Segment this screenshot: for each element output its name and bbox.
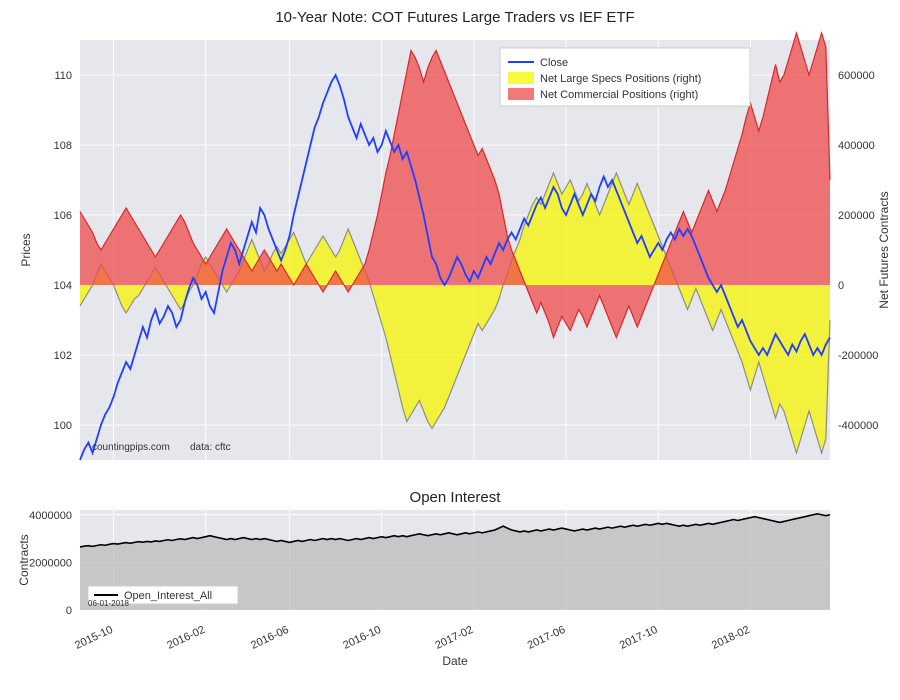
left-tick: 108 xyxy=(54,140,72,152)
right-tick: 600000 xyxy=(838,70,875,82)
legend-swatch xyxy=(508,88,534,100)
oi-tick: 0 xyxy=(66,605,72,617)
left-tick: 110 xyxy=(54,70,72,82)
left-tick: 106 xyxy=(54,210,72,222)
oi-legend-label: Open_Interest_All xyxy=(124,590,212,602)
x-tick-label: 2016-10 xyxy=(341,624,383,652)
oi-tick: 4000000 xyxy=(29,510,72,522)
left-tick: 100 xyxy=(54,420,72,432)
x-tick-label: 2016-02 xyxy=(165,624,207,652)
legend-label: Net Large Specs Positions (right) xyxy=(540,73,701,85)
x-tick-label: 2017-06 xyxy=(526,624,568,652)
legend-label: Net Commercial Positions (right) xyxy=(540,89,698,101)
x-tick-label: 2017-02 xyxy=(433,624,475,652)
oi-tick: 2000000 xyxy=(29,557,72,569)
x-tick-label: 2017-10 xyxy=(618,624,660,652)
oi-title: Open Interest xyxy=(410,489,502,506)
left-tick: 102 xyxy=(54,350,72,362)
oi-date-note: 06-01-2018 xyxy=(88,599,129,608)
oi-axis-label: Contracts xyxy=(17,534,31,585)
x-tick-label: 2015-10 xyxy=(73,624,115,652)
right-tick: 400000 xyxy=(838,140,875,152)
attribution-site: countingpips.com xyxy=(92,442,170,453)
attribution-data: data: cftc xyxy=(190,442,231,453)
x-axis-label: Date xyxy=(442,654,468,668)
left-tick: 104 xyxy=(54,280,72,292)
main-chart-title: 10-Year Note: COT Futures Large Traders … xyxy=(275,9,634,26)
legend-swatch xyxy=(508,72,534,84)
right-tick: -200000 xyxy=(838,350,878,362)
figure: 10-Year Note: COT Futures Large Traders … xyxy=(0,0,900,700)
right-tick: -400000 xyxy=(838,420,878,432)
x-tick-label: 2016-06 xyxy=(249,624,291,652)
x-tick-label: 2018-02 xyxy=(710,624,752,652)
right-tick: 200000 xyxy=(838,210,875,222)
left-axis-label: Prices xyxy=(19,233,33,266)
right-axis-label: Net Futures Contracts xyxy=(877,191,891,308)
right-tick: 0 xyxy=(838,280,844,292)
legend-label: Close xyxy=(540,57,568,69)
